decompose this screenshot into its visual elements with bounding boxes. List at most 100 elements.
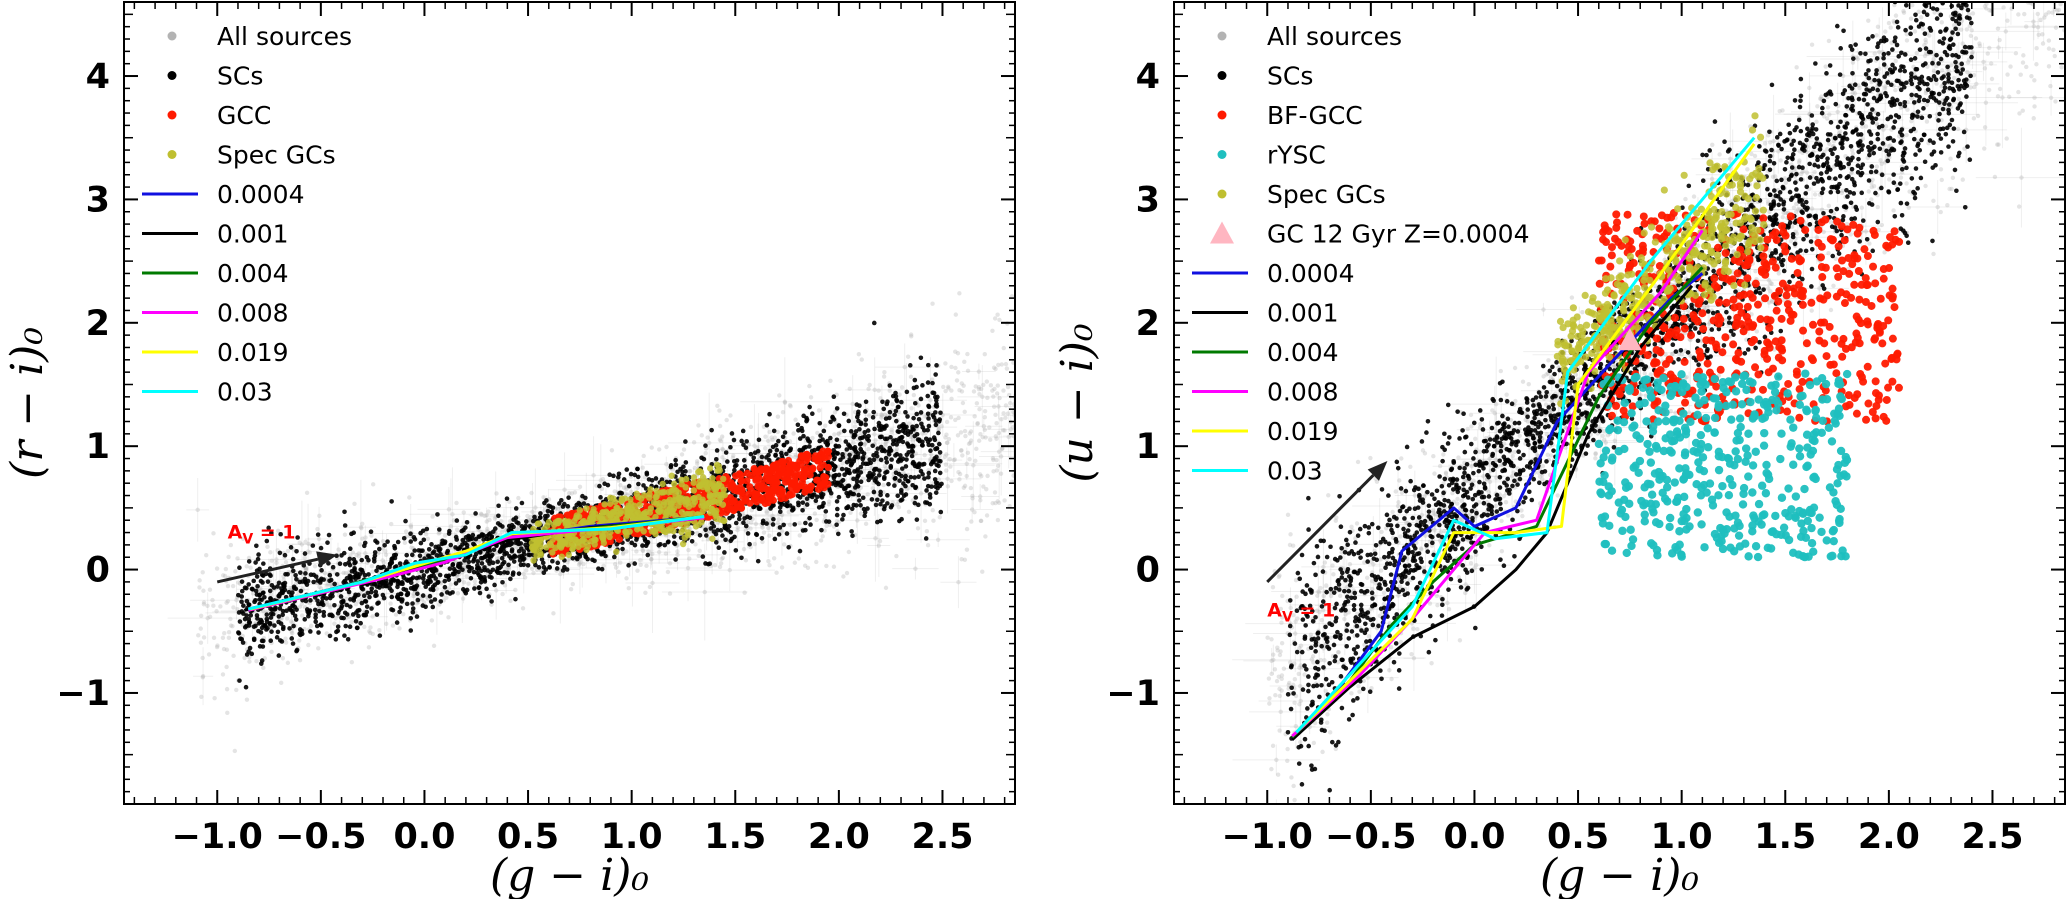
all-sources-point [990, 501, 995, 506]
scs-point [861, 506, 867, 512]
scs-point [612, 554, 617, 560]
scs-point [902, 430, 908, 436]
scs-point [847, 456, 852, 462]
scs-point [361, 593, 367, 599]
all-sources-point [562, 487, 567, 492]
scs-point [732, 463, 738, 469]
scs-point [891, 438, 896, 443]
scs-point [352, 567, 357, 573]
all-sources-point [995, 383, 1000, 388]
all-sources-point [315, 526, 320, 532]
scs-point [308, 572, 314, 577]
all-sources-point [863, 440, 868, 446]
scs-point [703, 443, 708, 448]
all-sources-point [930, 507, 935, 513]
all-sources-point [533, 505, 538, 510]
all-sources-point [283, 560, 289, 565]
all-sources-point [882, 370, 887, 375]
scs-point [420, 603, 426, 608]
all-sources-point [866, 386, 871, 392]
all-sources-point [200, 674, 206, 679]
scs-point [239, 599, 244, 605]
scs-point [390, 607, 396, 613]
scs-point [476, 585, 482, 591]
scs-point [823, 509, 829, 514]
all-sources-point [982, 352, 987, 357]
all-sources-point [930, 377, 935, 382]
scs-point [489, 599, 494, 604]
all-sources-point [717, 423, 723, 429]
all-sources-point [735, 528, 740, 533]
all-sources-point [207, 614, 213, 619]
scs-point [442, 584, 448, 590]
scs-point [500, 579, 505, 585]
scs-point [432, 597, 438, 602]
scs-point [511, 524, 516, 530]
scs-point [723, 450, 729, 455]
scs-point [244, 585, 249, 591]
scs-point [398, 591, 403, 597]
all-sources-point [982, 427, 987, 433]
all-sources-point [958, 448, 964, 453]
all-sources-point [972, 414, 977, 419]
scs-point [936, 441, 942, 447]
scs-point [730, 513, 735, 519]
scs-point [431, 549, 437, 554]
scs-point [828, 490, 834, 496]
scs-point [524, 545, 530, 551]
scs-point [311, 579, 316, 585]
all-sources-point [312, 564, 318, 569]
scs-point [741, 458, 747, 463]
scs-point [801, 413, 806, 419]
scs-point [262, 594, 267, 600]
all-sources-point [343, 570, 348, 576]
scs-point [856, 492, 861, 498]
scs-point [295, 535, 300, 540]
all-sources-point [591, 473, 596, 478]
all-sources-point [425, 536, 431, 541]
all-sources-point [324, 602, 329, 607]
all-sources-point [349, 619, 354, 625]
all-sources-point [577, 561, 582, 566]
all-sources-point [430, 514, 435, 519]
scs-point [894, 451, 900, 457]
all-sources-point [551, 611, 556, 616]
all-sources-point [779, 565, 785, 570]
scs-point [797, 447, 802, 453]
scs-point [681, 464, 686, 470]
scs-point [438, 599, 444, 604]
all-sources-point [446, 507, 452, 512]
scs-point [477, 575, 483, 580]
scs-point [456, 578, 462, 583]
all-sources-point [525, 513, 530, 519]
scs-point [918, 355, 924, 361]
scs-point [918, 468, 924, 474]
scs-point [923, 500, 928, 505]
all-sources-point [234, 687, 239, 693]
all-sources-point [370, 569, 375, 574]
all-sources-point [949, 388, 954, 393]
all-sources-point [941, 384, 946, 390]
scs-point [430, 604, 436, 610]
all-sources-point [981, 424, 987, 429]
scs-point [403, 518, 408, 524]
scs-point [858, 470, 864, 475]
scs-point [666, 539, 671, 544]
scs-point [928, 461, 934, 467]
scs-point [925, 393, 931, 399]
scs-point [453, 534, 459, 540]
all-sources-point [220, 573, 226, 578]
scs-point [305, 578, 311, 584]
scs-point [640, 543, 645, 548]
all-sources-point [198, 640, 204, 645]
all-sources-point [991, 404, 997, 409]
scs-point [484, 586, 489, 592]
all-sources-point [692, 465, 698, 471]
scs-point [319, 568, 324, 573]
all-sources-point [397, 626, 402, 631]
all-sources-point [745, 519, 751, 525]
all-sources-point [231, 605, 236, 610]
scs-point [521, 562, 526, 568]
scs-point [339, 553, 344, 558]
all-sources-point [456, 541, 462, 546]
